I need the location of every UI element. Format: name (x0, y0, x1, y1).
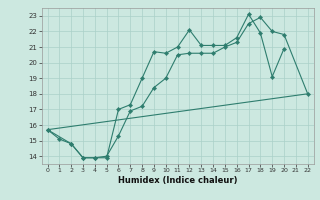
X-axis label: Humidex (Indice chaleur): Humidex (Indice chaleur) (118, 176, 237, 185)
